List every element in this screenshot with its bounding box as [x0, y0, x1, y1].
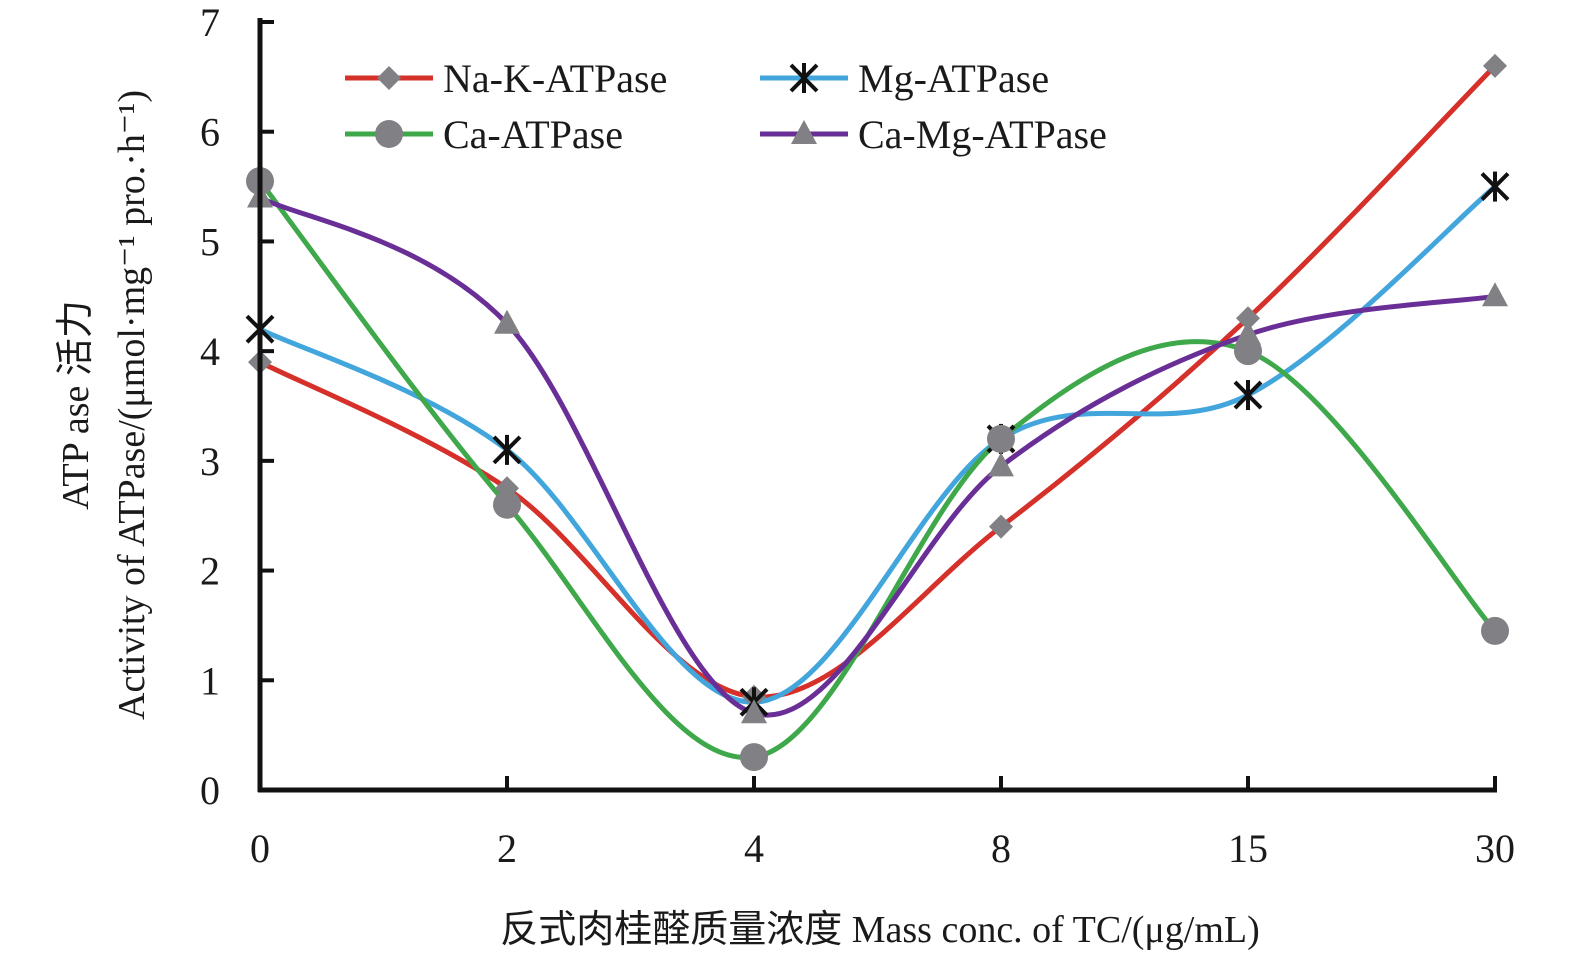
y-tick-label: 1 [200, 658, 220, 703]
point-ca-mg-atpase [494, 309, 520, 334]
y-tick-label: 3 [200, 439, 220, 484]
y-axis-title-en: Activity of ATPase/(μmol·mg⁻¹ pro.·h⁻¹) [111, 90, 153, 720]
legend: Na-K-ATPase Mg-ATPase Ca-ATPase Ca-Mg-ATPas… [345, 56, 1107, 157]
x-tick-label: 30 [1475, 826, 1515, 871]
y-tick-label: 7 [200, 0, 220, 45]
x-tick-label: 15 [1228, 826, 1268, 871]
point-na-k-atpase [989, 514, 1013, 539]
x-tick-label: 4 [744, 826, 764, 871]
point-ca-atpase [987, 424, 1015, 453]
legend-label-na-k-atpase: Na-K-ATPase [443, 56, 667, 101]
x-tick-label: 8 [991, 826, 1011, 871]
point-ca-atpase [740, 743, 768, 772]
point-ca-atpase [1481, 616, 1509, 645]
legend-marker-ca-mg-atpase [791, 120, 817, 144]
point-na-k-atpase [1483, 53, 1507, 78]
point-mg-atpase [1480, 171, 1510, 202]
y-tick-label: 0 [200, 768, 220, 813]
legend-marker-mg-atpase [789, 63, 819, 93]
point-ca-mg-atpase [741, 699, 767, 724]
point-ca-mg-atpase [1482, 282, 1508, 307]
x-axis-title: 反式肉桂醛质量浓度 Mass conc. of TC/(μg/mL) [500, 909, 1260, 951]
point-ca-mg-atpase [988, 452, 1014, 477]
legend-marker-na-k-atpase [377, 66, 401, 90]
y-tick-label: 6 [200, 110, 220, 155]
point-ca-mg-atpase [1235, 320, 1261, 345]
y-tick-label: 2 [200, 549, 220, 594]
point-na-k-atpase [1236, 306, 1260, 331]
y-axis-title-cn: ATP ase 活力 [55, 300, 97, 510]
point-mg-atpase [1233, 380, 1263, 411]
x-tick-label: 0 [250, 826, 270, 871]
legend-label-ca-atpase: Ca-ATPase [443, 112, 623, 157]
point-ca-atpase [493, 490, 521, 519]
series-line-na-k-atpase [257, 63, 1498, 700]
y-tick-label: 4 [200, 329, 220, 374]
y-tick-label: 5 [200, 219, 220, 264]
legend-label-mg-atpase: Mg-ATPase [858, 56, 1049, 101]
point-mg-atpase [492, 434, 522, 465]
series-line-ca-atpase [257, 178, 1498, 760]
legend-marker-ca-atpase [375, 120, 403, 148]
legend-label-ca-mg-atpase: Ca-Mg-ATPase [858, 112, 1107, 157]
x-tick-label: 2 [497, 826, 517, 871]
